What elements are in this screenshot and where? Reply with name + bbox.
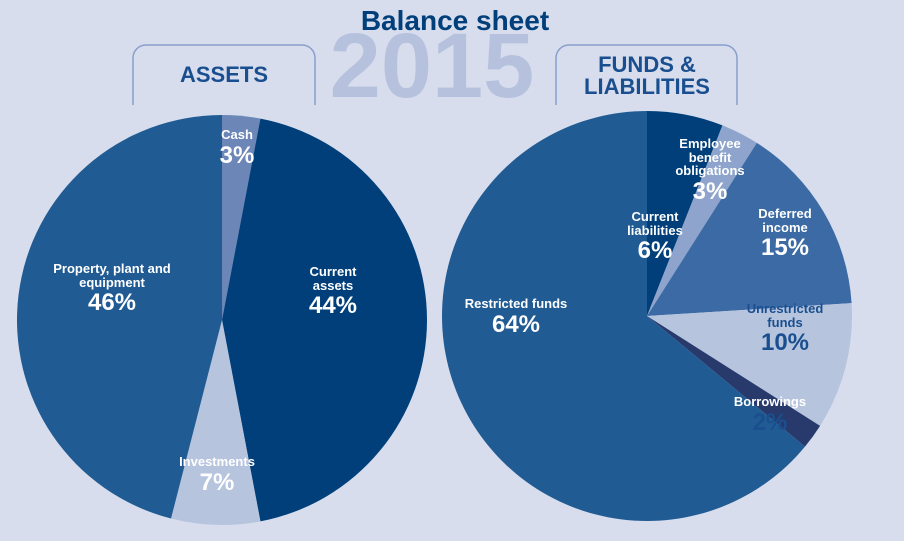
slice-name: Investments xyxy=(179,454,255,469)
slice-name: Borrowings xyxy=(733,394,807,409)
slice-label: Borrowings 2% xyxy=(720,395,820,435)
slice-label: Employee benefit obligations 3% xyxy=(660,137,760,204)
slice-value: 15% xyxy=(760,234,810,262)
slice-label: Cash 3% xyxy=(207,128,267,168)
slice-label: Restricted funds 64% xyxy=(451,297,581,337)
pie-slice xyxy=(171,320,261,525)
slice-value: 46% xyxy=(87,289,137,317)
slice-value: 7% xyxy=(199,468,235,496)
slice-value: 3% xyxy=(692,177,728,205)
pie-slice xyxy=(647,303,852,426)
slice-name: Deferred income xyxy=(758,206,812,235)
slice-name: Restricted funds xyxy=(464,296,568,311)
chart-title: ASSETS xyxy=(179,62,269,87)
title-frame xyxy=(555,44,738,105)
slice-name: Current liabilities xyxy=(627,209,683,238)
slice-label: Investments 7% xyxy=(167,455,267,495)
slice-name: Cash xyxy=(221,127,253,142)
title: Balance sheet xyxy=(361,5,549,36)
slice-name: Current assets xyxy=(309,264,357,293)
pie-slice xyxy=(222,118,428,522)
year: 2015 xyxy=(330,15,535,117)
slice-value: 64% xyxy=(491,310,541,338)
pie-slice xyxy=(647,125,757,317)
slice-label: Current assets 44% xyxy=(293,264,373,320)
pie-slice xyxy=(647,111,723,316)
pie-slice xyxy=(222,115,261,320)
pie-slice xyxy=(647,316,821,447)
chart-title: FUNDS & LIABILITIES xyxy=(584,52,710,99)
slice-name: Property, plant and equipment xyxy=(53,261,171,290)
slice-name: Unrestricted funds xyxy=(746,301,824,330)
pie-slice xyxy=(441,111,805,521)
slice-label: Property, plant and equipment 46% xyxy=(42,261,182,317)
slice-label: Current liabilities 6% xyxy=(615,209,695,265)
title-frame xyxy=(132,44,316,105)
slice-value: 10% xyxy=(760,329,810,357)
slice-label: Unrestricted funds 10% xyxy=(735,301,835,357)
slice-value: 44% xyxy=(308,292,358,320)
slice-value: 6% xyxy=(637,237,673,265)
slice-name: Employee benefit obligations xyxy=(675,136,745,179)
pie-slice xyxy=(16,114,222,519)
slice-value: 3% xyxy=(219,141,255,169)
slice-value: 2% xyxy=(752,408,788,436)
pie-slice xyxy=(647,142,852,316)
slice-label: Deferred income 15% xyxy=(745,206,825,262)
